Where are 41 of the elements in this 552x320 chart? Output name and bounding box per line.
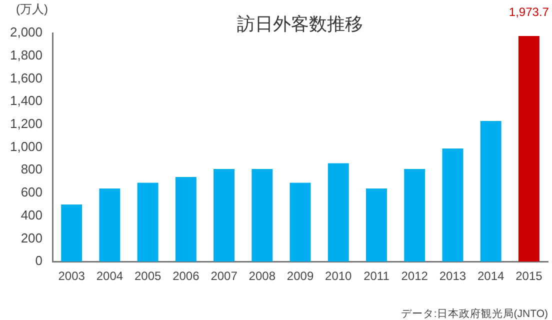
y-tick-label: 600	[20, 184, 43, 200]
y-tick-label: 0	[35, 253, 43, 268]
y-tick-label: 800	[20, 162, 43, 177]
data-label: 1,973.7	[508, 5, 550, 20]
x-tick-label: 2003	[58, 269, 86, 284]
y-tick-label: 2,000	[10, 24, 43, 40]
bar	[99, 188, 120, 262]
bar	[328, 163, 349, 262]
x-tick-label: 2004	[96, 269, 124, 284]
bar	[404, 169, 426, 262]
y-tick-label: 400	[20, 207, 43, 222]
x-tick-label: 2005	[134, 269, 162, 284]
bar	[214, 169, 235, 262]
x-tick-label: 2012	[401, 269, 428, 284]
x-tick-label: 2006	[172, 269, 200, 284]
y-tick-label: 1,400	[10, 93, 43, 108]
bar	[518, 36, 540, 262]
bar	[137, 182, 158, 262]
y-axis-title: (万人)	[16, 2, 48, 16]
bar	[366, 188, 387, 262]
chart-title: 訪日外客数推移	[237, 14, 363, 34]
x-tick-label: 2011	[364, 269, 390, 284]
bar	[252, 169, 273, 262]
x-tick-label: 2008	[248, 269, 276, 284]
bar	[61, 204, 82, 262]
bar	[442, 148, 464, 262]
bar	[175, 177, 196, 262]
text: データ:日本政府観光局(JNTO)	[400, 307, 548, 320]
x-tick-label: 2010	[325, 269, 352, 284]
x-tick-label: 2007	[210, 269, 238, 284]
x-tick-label: 2014	[477, 269, 504, 284]
bar	[290, 182, 311, 262]
x-tick-label: 2013	[439, 269, 466, 284]
y-tick-label: 200	[20, 230, 43, 246]
y-tick-label: 1,600	[10, 70, 43, 86]
bar	[480, 121, 502, 262]
y-tick-label: 1,000	[10, 138, 43, 154]
y-tick-label: 1,800	[10, 47, 43, 62]
x-tick-label: 2015	[516, 269, 543, 284]
y-tick-label: 1,200	[10, 116, 43, 132]
x-tick-label: 2009	[286, 269, 314, 284]
